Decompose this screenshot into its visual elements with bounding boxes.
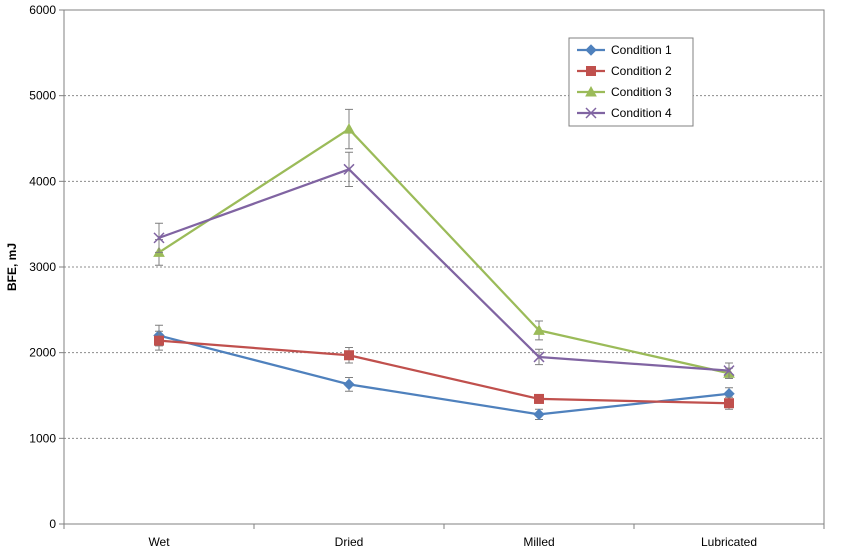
y-tick-label: 6000 xyxy=(29,3,56,17)
series-1 xyxy=(153,324,735,421)
series-group xyxy=(153,108,735,421)
data-point xyxy=(534,393,544,404)
series-line xyxy=(158,334,730,416)
legend-entry: Condition 3 xyxy=(577,85,672,99)
y-tick-label: 1000 xyxy=(29,431,56,445)
data-point xyxy=(724,398,734,409)
data-point xyxy=(343,378,355,391)
legend-entry: Condition 1 xyxy=(577,43,672,57)
data-point xyxy=(723,365,735,377)
series-line xyxy=(158,339,730,405)
legend-marker xyxy=(585,85,597,97)
y-axis-title: BFE, mJ xyxy=(5,243,19,291)
y-tick-label: 2000 xyxy=(29,346,56,360)
legend-marker xyxy=(585,44,597,56)
y-tick-label: 5000 xyxy=(29,89,56,103)
data-point xyxy=(533,408,545,421)
x-tick-label: Milled xyxy=(523,535,554,549)
legend-marker xyxy=(585,107,597,119)
legend-label: Condition 1 xyxy=(611,43,672,57)
legend-entry: Condition 2 xyxy=(577,64,672,78)
data-point xyxy=(533,351,545,363)
data-point xyxy=(344,350,354,361)
x-tick-label: Wet xyxy=(148,535,170,549)
data-point xyxy=(533,324,545,335)
legend-marker xyxy=(586,66,596,76)
series-2 xyxy=(154,330,734,410)
data-point xyxy=(343,123,355,134)
grid-lines xyxy=(64,95,824,439)
legend-entry: Condition 4 xyxy=(577,106,672,120)
y-tick-label: 3000 xyxy=(29,260,56,274)
legend: Condition 1 Condition 2 Condition 3 Conditi… xyxy=(568,37,694,127)
x-tick-label: Lubricated xyxy=(701,535,757,549)
axes: 0 1000 2000 3000 4000 5000 6000 Wet Dried Milled L… xyxy=(29,3,825,549)
y-tick-label: 4000 xyxy=(29,174,56,188)
series-3 xyxy=(153,108,735,379)
data-point xyxy=(343,163,355,175)
legend-label: Condition 2 xyxy=(611,64,672,78)
data-point xyxy=(153,232,165,244)
data-point xyxy=(154,335,164,346)
legend-label: Condition 3 xyxy=(611,85,672,99)
series-4 xyxy=(153,151,735,379)
legend-label: Condition 4 xyxy=(611,106,672,120)
y-tick-label: 0 xyxy=(49,517,56,531)
x-tick-label: Dried xyxy=(335,535,364,549)
series-line xyxy=(158,168,730,372)
series-line xyxy=(158,127,730,375)
